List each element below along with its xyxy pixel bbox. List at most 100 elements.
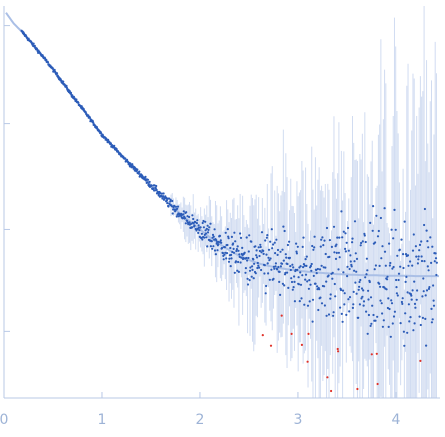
data-point: [286, 271, 289, 274]
data-point: [251, 268, 254, 271]
data-point: [171, 212, 174, 215]
data-point: [421, 295, 424, 298]
data-point: [407, 303, 410, 306]
data-point: [346, 275, 349, 278]
data-point: [204, 229, 207, 232]
data-point: [264, 239, 267, 242]
data-point: [258, 254, 261, 258]
data-point: [232, 242, 235, 245]
data-point: [291, 263, 294, 266]
data-point: [429, 236, 432, 239]
data-point: [348, 310, 351, 313]
data-point: [293, 280, 296, 283]
data-point: [87, 114, 90, 117]
data-point: [406, 291, 409, 294]
data-point: [427, 269, 430, 272]
data-point: [288, 256, 291, 259]
data-point: [169, 200, 172, 203]
data-point: [183, 217, 187, 220]
data-point: [413, 280, 416, 283]
data-point: [247, 256, 250, 260]
data-point: [296, 245, 299, 248]
data-point: [344, 232, 347, 235]
data-point: [352, 303, 355, 306]
data-point: [334, 257, 338, 260]
data-point: [409, 260, 412, 263]
data-point: [254, 245, 257, 248]
data-point: [400, 300, 403, 304]
data-point: [200, 232, 203, 235]
data-point: [267, 248, 271, 251]
data-point: [257, 264, 260, 267]
data-point: [412, 233, 415, 236]
data-point: [311, 320, 314, 323]
data-point: [302, 263, 305, 266]
data-point: [346, 265, 349, 268]
data-point: [388, 307, 391, 311]
data-point: [204, 220, 207, 223]
data-point: [369, 221, 372, 224]
data-point: [295, 252, 298, 255]
data-point: [226, 243, 229, 247]
data-point: [160, 192, 164, 195]
data-point: [319, 296, 322, 299]
data-point: [399, 265, 402, 268]
data-point: [208, 226, 211, 229]
data-point: [397, 272, 401, 275]
data-point: [329, 297, 332, 300]
data-point: [292, 266, 295, 269]
data-point: [267, 272, 270, 275]
outlier-point: [261, 334, 264, 337]
data-point: [302, 266, 305, 269]
data-point: [422, 277, 425, 280]
data-point: [171, 199, 174, 203]
data-point: [292, 286, 295, 289]
data-point: [233, 231, 236, 234]
data-point: [176, 205, 180, 208]
data-point: [310, 269, 313, 272]
data-point: [188, 221, 191, 224]
data-point: [46, 61, 50, 64]
data-point: [358, 303, 361, 306]
data-point: [372, 313, 375, 317]
outlier-point: [419, 359, 422, 362]
data-point: [425, 344, 428, 347]
data-point: [435, 273, 438, 277]
data-point: [217, 240, 220, 243]
data-point: [295, 242, 298, 245]
data-point: [289, 265, 292, 268]
data-point: [434, 257, 438, 260]
data-point: [359, 278, 362, 282]
data-point: [235, 249, 238, 253]
data-point: [277, 265, 280, 269]
data-point: [65, 84, 68, 87]
data-point: [243, 251, 246, 254]
data-point: [410, 298, 413, 301]
data-point: [274, 265, 277, 268]
data-point: [293, 300, 296, 303]
data-point: [306, 304, 310, 307]
data-point: [214, 253, 217, 256]
data-point: [360, 287, 364, 290]
data-point: [228, 257, 231, 260]
data-point: [316, 285, 319, 288]
data-point: [248, 279, 251, 282]
data-point: [320, 238, 323, 241]
data-point: [240, 256, 243, 259]
data-point: [405, 275, 408, 278]
data-point: [291, 288, 294, 291]
data-point: [51, 67, 55, 70]
data-point: [236, 269, 239, 272]
data-point: [62, 80, 65, 83]
data-point: [340, 312, 343, 315]
data-point: [423, 207, 426, 211]
data-point: [325, 314, 328, 317]
data-point: [185, 211, 188, 214]
data-point: [272, 243, 275, 246]
data-point: [259, 243, 262, 246]
data-points: [20, 29, 438, 393]
data-point: [383, 207, 386, 210]
data-point: [252, 277, 255, 280]
data-point: [410, 294, 413, 297]
data-point: [237, 260, 240, 264]
